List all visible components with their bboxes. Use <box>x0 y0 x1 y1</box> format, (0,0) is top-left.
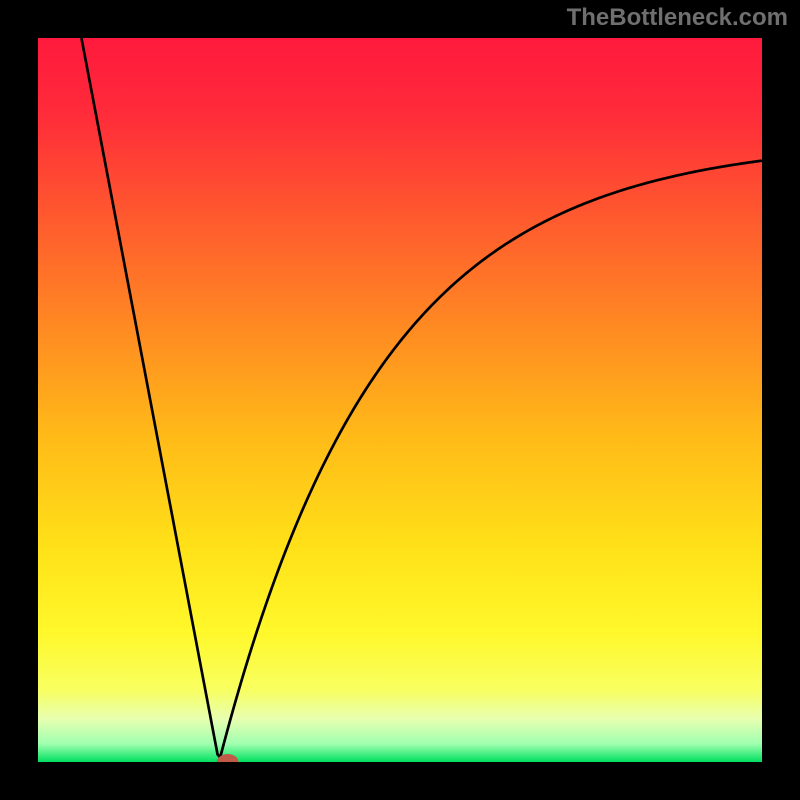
plot-background <box>38 38 762 762</box>
chart-container: TheBottleneck.com <box>0 0 800 800</box>
watermark-text: TheBottleneck.com <box>567 4 788 32</box>
plot-area <box>38 38 762 762</box>
